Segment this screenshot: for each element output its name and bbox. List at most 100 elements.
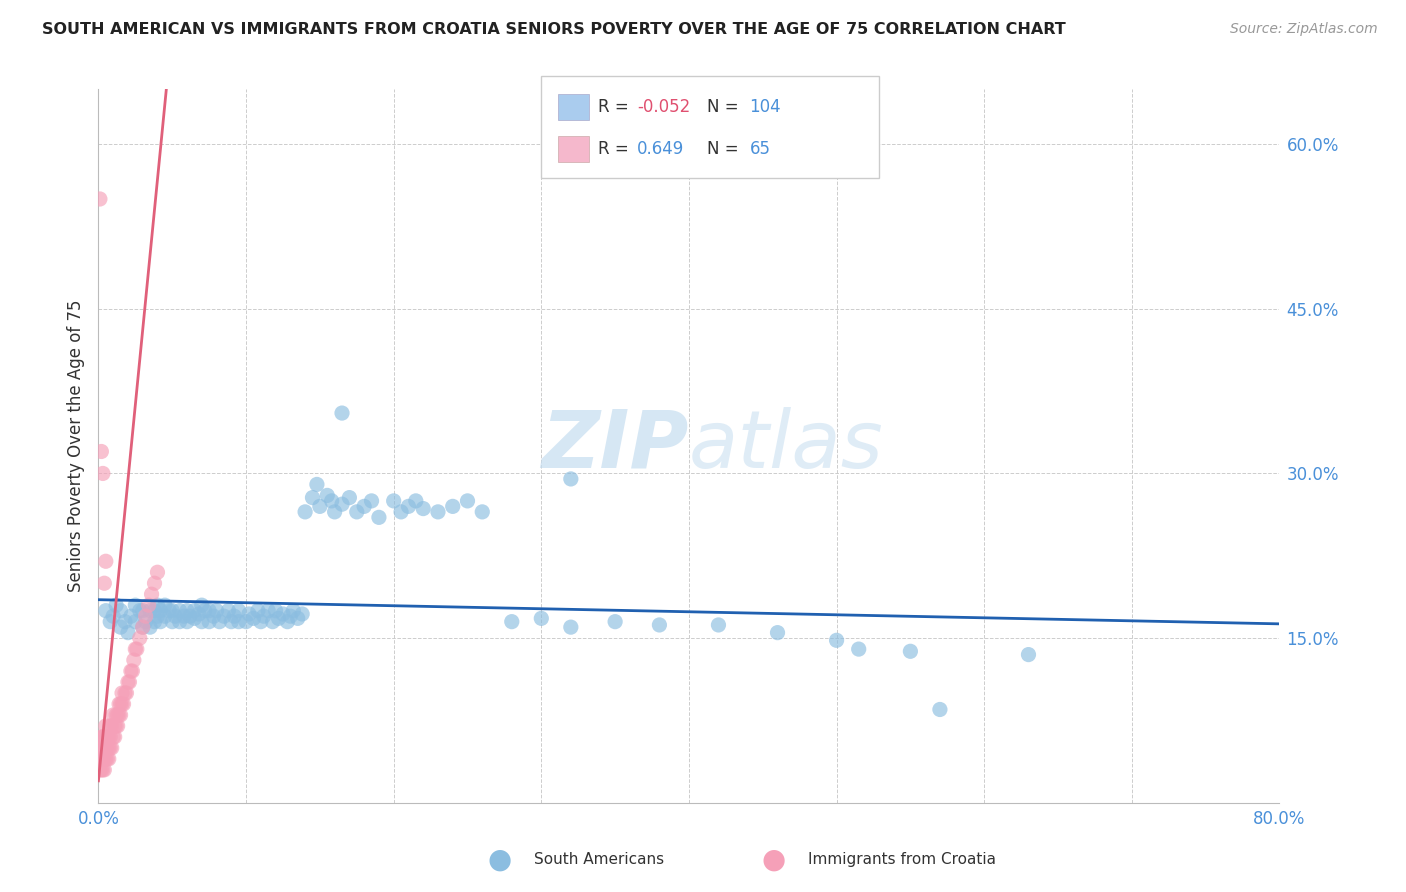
Point bbox=[183, 611, 205, 625]
Point bbox=[143, 604, 166, 618]
Point bbox=[353, 500, 375, 514]
Point bbox=[412, 501, 434, 516]
Point bbox=[103, 730, 125, 744]
Text: ZIP: ZIP bbox=[541, 407, 689, 485]
Point bbox=[212, 609, 235, 624]
Point bbox=[405, 494, 427, 508]
Point bbox=[928, 702, 950, 716]
Point bbox=[91, 467, 114, 481]
Point bbox=[104, 730, 127, 744]
Point bbox=[198, 604, 221, 618]
Point bbox=[848, 642, 870, 657]
Point bbox=[91, 740, 114, 755]
Point bbox=[139, 604, 162, 618]
Point bbox=[120, 664, 142, 678]
Point bbox=[96, 752, 118, 766]
Point bbox=[124, 642, 146, 657]
Point bbox=[309, 500, 332, 514]
Text: South Americans: South Americans bbox=[534, 853, 665, 867]
Point bbox=[330, 406, 353, 420]
Point bbox=[103, 609, 125, 624]
Point bbox=[122, 653, 145, 667]
Point bbox=[191, 598, 214, 612]
Point bbox=[242, 611, 264, 625]
Point bbox=[157, 604, 180, 618]
Point bbox=[94, 740, 117, 755]
Point bbox=[98, 719, 121, 733]
Point bbox=[98, 615, 121, 629]
Point bbox=[250, 615, 273, 629]
Point bbox=[91, 730, 114, 744]
Point bbox=[98, 730, 121, 744]
Point bbox=[323, 505, 346, 519]
Point bbox=[91, 763, 114, 777]
Point bbox=[246, 604, 269, 618]
Point bbox=[162, 615, 183, 629]
Text: R =: R = bbox=[598, 140, 638, 158]
Text: ●: ● bbox=[486, 846, 512, 874]
Point bbox=[187, 607, 209, 621]
Point bbox=[228, 604, 250, 618]
Point bbox=[146, 566, 169, 580]
Point bbox=[93, 763, 115, 777]
Point bbox=[112, 697, 135, 711]
Point bbox=[115, 686, 138, 700]
Point bbox=[132, 620, 155, 634]
Point bbox=[162, 604, 183, 618]
Point bbox=[321, 494, 343, 508]
Point bbox=[125, 642, 148, 657]
Point bbox=[208, 615, 231, 629]
Point bbox=[108, 708, 131, 723]
Point bbox=[89, 752, 111, 766]
Point bbox=[219, 615, 242, 629]
Point bbox=[108, 697, 131, 711]
Point bbox=[91, 752, 114, 766]
Point bbox=[165, 609, 187, 624]
Point bbox=[146, 598, 169, 612]
Point bbox=[294, 505, 316, 519]
Point bbox=[179, 609, 201, 624]
Point bbox=[117, 625, 139, 640]
Point bbox=[149, 604, 172, 618]
Point bbox=[291, 607, 314, 621]
Point bbox=[427, 505, 450, 519]
Point bbox=[173, 609, 195, 624]
Point bbox=[337, 491, 360, 505]
Point bbox=[100, 719, 122, 733]
Point bbox=[111, 697, 134, 711]
Point bbox=[105, 708, 128, 723]
Point bbox=[98, 740, 121, 755]
Text: ●: ● bbox=[761, 846, 786, 874]
Point bbox=[121, 664, 143, 678]
Point bbox=[114, 686, 136, 700]
Point bbox=[94, 554, 117, 568]
Point bbox=[104, 719, 127, 733]
Point bbox=[205, 604, 228, 618]
Point bbox=[169, 604, 191, 618]
Point bbox=[330, 497, 353, 511]
Point bbox=[110, 697, 132, 711]
Point bbox=[198, 615, 221, 629]
Point bbox=[90, 763, 112, 777]
Point bbox=[132, 620, 155, 634]
Point bbox=[191, 615, 214, 629]
Point bbox=[262, 615, 284, 629]
Point bbox=[143, 576, 166, 591]
Point bbox=[766, 625, 789, 640]
Point bbox=[90, 444, 112, 458]
Text: SOUTH AMERICAN VS IMMIGRANTS FROM CROATIA SENIORS POVERTY OVER THE AGE OF 75 COR: SOUTH AMERICAN VS IMMIGRANTS FROM CROATI… bbox=[42, 22, 1066, 37]
Point bbox=[132, 604, 155, 618]
Point bbox=[107, 708, 129, 723]
Point bbox=[707, 618, 730, 632]
Point bbox=[271, 607, 294, 621]
Text: Immigrants from Croatia: Immigrants from Croatia bbox=[808, 853, 997, 867]
Point bbox=[441, 500, 464, 514]
Point bbox=[118, 675, 141, 690]
Point bbox=[169, 615, 191, 629]
Point bbox=[153, 609, 176, 624]
Text: N =: N = bbox=[707, 140, 749, 158]
Point bbox=[90, 752, 112, 766]
Point bbox=[93, 752, 115, 766]
Point bbox=[110, 620, 132, 634]
Point bbox=[238, 607, 260, 621]
